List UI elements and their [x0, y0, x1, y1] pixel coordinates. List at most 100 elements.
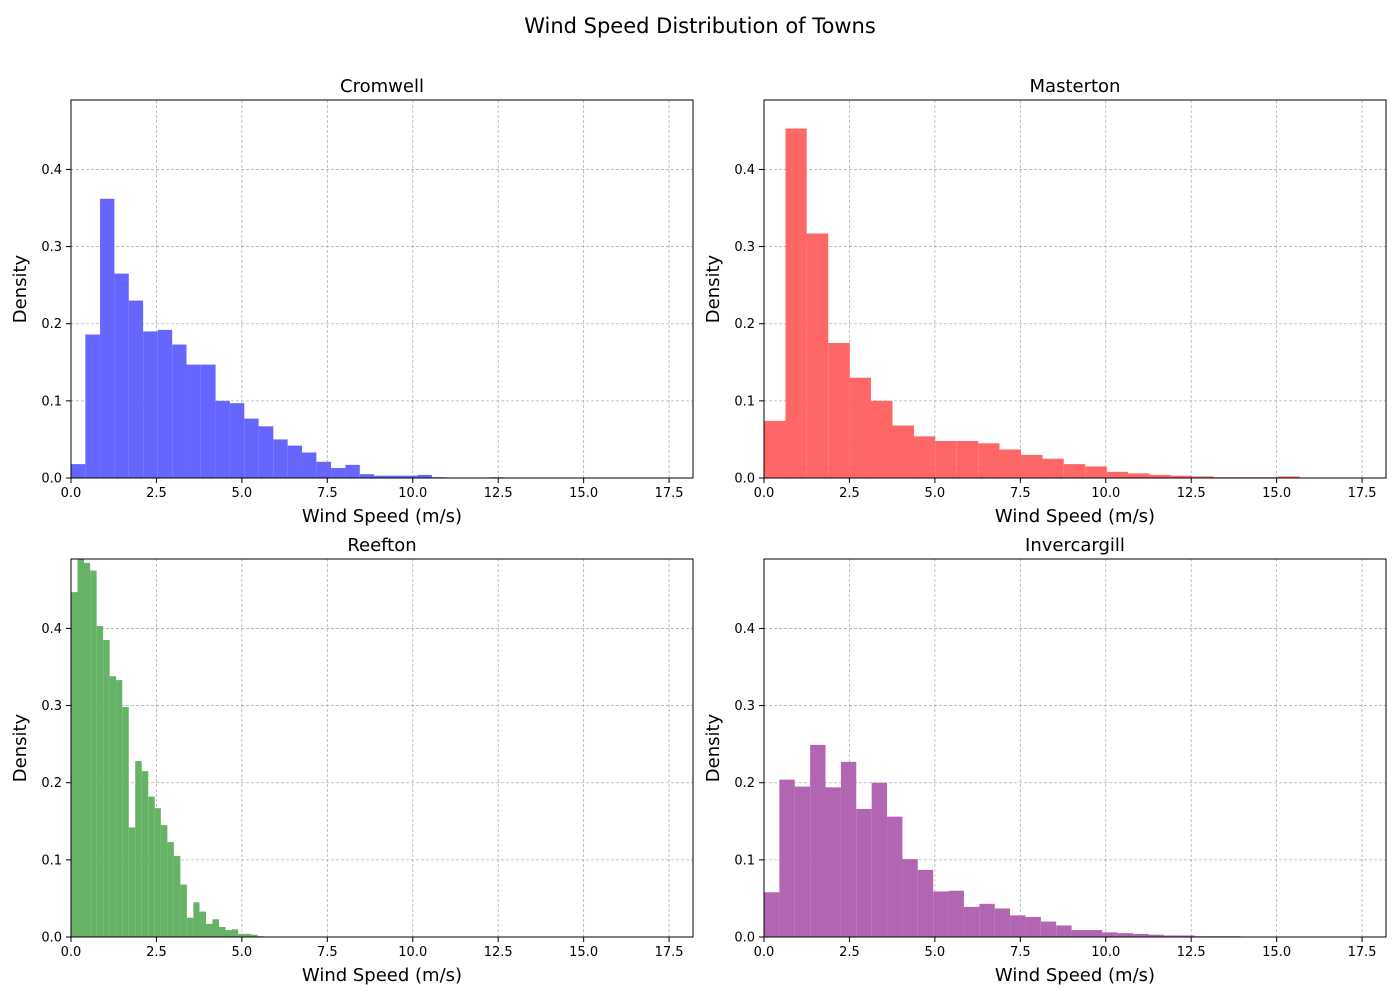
y-tick-label: 0.0 — [734, 931, 755, 946]
y-tick-label: 0.4 — [41, 163, 62, 178]
x-tick-label: 15.0 — [569, 486, 598, 501]
x-tick-label: 0.0 — [61, 486, 82, 501]
subplot-title: Invercargill — [1025, 535, 1125, 556]
y-tick-label: 0.2 — [734, 317, 755, 332]
histogram-bar — [1025, 916, 1041, 937]
histogram-bar — [948, 890, 964, 937]
histogram-bar — [403, 475, 418, 478]
histogram-bar — [128, 827, 136, 937]
histogram-bar — [1171, 475, 1193, 478]
histogram-bar — [77, 559, 84, 937]
histogram-bar — [902, 859, 918, 937]
y-tick-label: 0.0 — [734, 472, 755, 487]
histogram-bar — [109, 676, 117, 937]
y-tick-label: 0.0 — [41, 472, 62, 487]
x-tick-label: 10.0 — [398, 945, 427, 960]
x-tick-label: 17.5 — [1348, 945, 1377, 960]
subplot-title: Reefton — [347, 535, 416, 556]
histogram-bar — [71, 464, 86, 478]
histogram-bar — [887, 816, 903, 937]
histogram-bar — [917, 869, 934, 937]
histogram-bar — [956, 440, 979, 478]
histogram-bar — [1163, 935, 1180, 937]
histogram-bar — [212, 919, 219, 937]
histogram-bar — [258, 426, 274, 478]
histogram-bar — [1133, 933, 1149, 937]
histogram-bar — [143, 331, 158, 478]
histogram-bar — [849, 377, 871, 478]
histogram-bar — [764, 420, 786, 478]
histogram-bar — [828, 343, 850, 478]
histogram-bar — [871, 782, 888, 937]
histogram-bar — [186, 917, 194, 937]
histogram-bar — [157, 329, 173, 478]
histogram-bar — [71, 592, 78, 937]
histogram-bar — [215, 400, 230, 478]
histogram-bar — [90, 570, 97, 937]
histogram-bar — [417, 474, 432, 478]
histogram-bar — [994, 908, 1011, 937]
x-axis-label: Wind Speed (m/s) — [995, 965, 1155, 986]
subplot-invercargill: 0.0 2.5 5.0 7.5 10.0 12.5 15.0 17.5 0.0 0.1 0.2 0.3… — [703, 535, 1387, 986]
histogram-bar — [1117, 933, 1134, 937]
histogram-bar — [116, 680, 123, 937]
x-tick-label: 0.0 — [61, 945, 82, 960]
histogram-bar — [1148, 934, 1164, 937]
histogram-bar — [1063, 464, 1086, 478]
y-tick-label: 0.2 — [734, 776, 755, 791]
figure-title: Wind Speed Distribution of Towns — [524, 14, 876, 38]
x-tick-label: 12.5 — [1177, 945, 1206, 960]
x-tick-label: 2.5 — [839, 945, 860, 960]
subplot-reefton: 0.0 2.5 5.0 7.5 10.0 12.5 15.0 17.5 0.0 0.1 0.2 0.3… — [10, 535, 694, 986]
axes-frame — [763, 558, 1387, 938]
y-tick-label: 0.0 — [41, 931, 62, 946]
histogram-bar — [160, 825, 168, 937]
x-tick-label: 17.5 — [655, 486, 684, 501]
histogram-bar — [114, 273, 129, 478]
histogram-bar — [794, 786, 811, 937]
histogram-bar — [1149, 474, 1172, 478]
x-tick-label: 0.0 — [754, 945, 775, 960]
axes-frame — [763, 99, 1387, 479]
histogram-bar — [128, 300, 144, 478]
axes-frame — [70, 558, 694, 938]
histogram-bar — [979, 903, 995, 937]
histogram-bar — [331, 467, 346, 478]
y-tick-label: 0.3 — [41, 699, 62, 714]
histogram-bar — [933, 891, 949, 937]
x-tick-label: 12.5 — [1177, 486, 1206, 501]
y-tick-label: 0.1 — [734, 394, 755, 409]
histogram-bar — [914, 436, 936, 478]
histogram-bar — [273, 439, 288, 478]
histogram-bar — [785, 128, 807, 479]
x-tick-label: 12.5 — [484, 486, 513, 501]
histogram-bar — [388, 475, 404, 478]
x-axis-label: Wind Speed (m/s) — [302, 506, 462, 527]
histogram-bar — [148, 796, 155, 937]
y-tick-label: 0.2 — [41, 317, 62, 332]
x-tick-label: 5.0 — [232, 486, 253, 501]
y-tick-label: 0.1 — [41, 853, 62, 868]
histogram-bar — [825, 787, 841, 937]
histogram-bar — [978, 443, 1000, 478]
histogram-bar — [244, 418, 259, 478]
histogram-bar — [810, 744, 826, 937]
x-tick-label: 7.5 — [317, 486, 338, 501]
histogram-bar — [103, 640, 110, 937]
subplot-title: Masterton — [1030, 76, 1121, 97]
histogram-bar — [892, 425, 915, 478]
x-tick-label: 15.0 — [1262, 945, 1291, 960]
histogram-bar — [244, 933, 252, 937]
subplot-title: Cromwell — [340, 76, 424, 97]
histogram-bar — [225, 930, 232, 937]
histogram-bar — [999, 449, 1022, 478]
histogram-bar — [1071, 930, 1087, 937]
histogram-bar — [1106, 471, 1128, 478]
histogram-bar — [935, 440, 957, 478]
y-tick-label: 0.3 — [734, 699, 755, 714]
x-tick-label: 7.5 — [1010, 486, 1031, 501]
histogram-bar — [1040, 921, 1057, 937]
histogram-bar — [96, 626, 104, 937]
histogram-bar — [856, 808, 872, 937]
